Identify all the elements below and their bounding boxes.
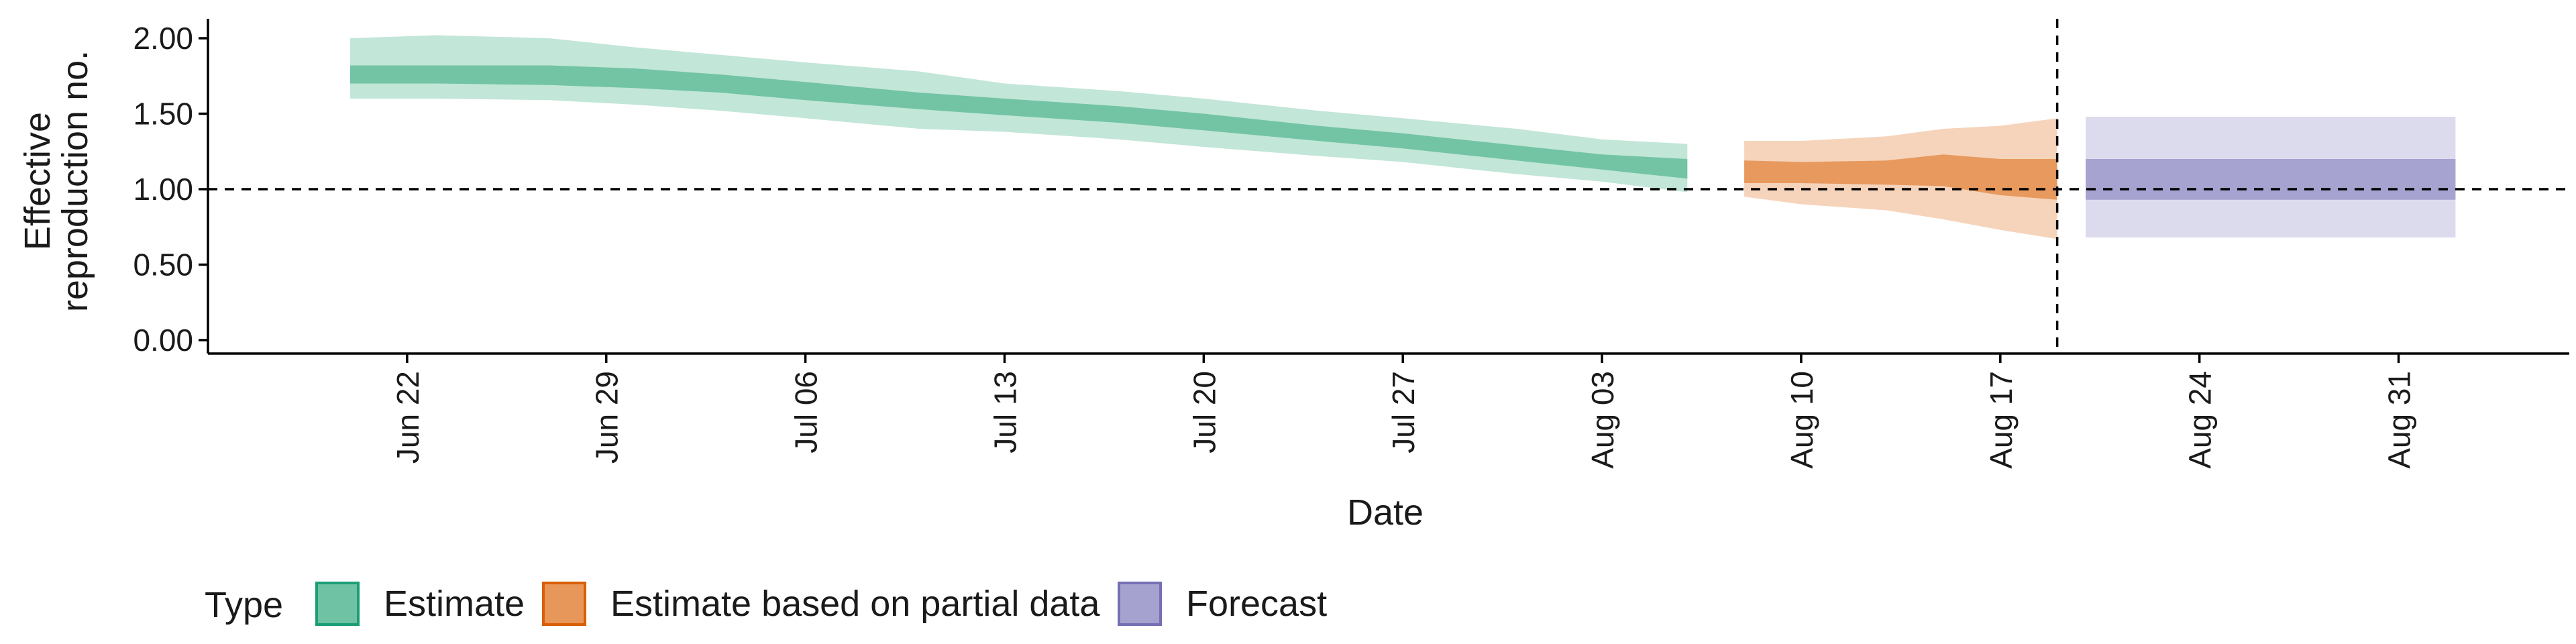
legend: Type Estimate Estimate based on partial d… xyxy=(205,582,1327,626)
x-tick-label: Jul 13 xyxy=(988,371,1023,453)
axes: 0.00 0.50 1.00 1.50 2.00 Jun 22 Jun 29 Jul 06 Ju… xyxy=(133,19,2569,469)
y-tick-label: 2.00 xyxy=(133,21,193,56)
x-tick-label: Jul 27 xyxy=(1386,371,1421,453)
y-axis-title: Effective reproduction no. xyxy=(17,50,95,312)
y-tick-label: 1.00 xyxy=(133,172,193,207)
y-tick-label: 0.00 xyxy=(133,323,193,358)
legend-label-estimate-based-on-partial-data: Estimate based on partial data xyxy=(610,584,1100,624)
legend-title: Type xyxy=(205,585,283,625)
x-tick-label: Aug 03 xyxy=(1585,371,1620,469)
legend-label-forecast: Forecast xyxy=(1186,584,1327,624)
estimate-inner-band xyxy=(350,65,1688,179)
y-tick-label: 0.50 xyxy=(133,248,193,282)
y-tick-label: 1.50 xyxy=(133,97,193,131)
forecast-inner-band xyxy=(2086,159,2456,200)
x-tick-label: Jun 22 xyxy=(390,371,425,464)
x-tick-label: Aug 17 xyxy=(1984,371,2019,469)
x-tick-label: Jul 20 xyxy=(1187,371,1222,453)
x-axis-title: Date xyxy=(1347,492,1424,533)
x-tick-label: Aug 31 xyxy=(2382,371,2417,469)
x-tick-label: Aug 24 xyxy=(2183,371,2218,469)
legend-swatch-estimate xyxy=(315,582,360,626)
uncertainty-bands xyxy=(350,35,2456,239)
reference-lines xyxy=(208,19,2569,354)
x-tick-label: Jul 06 xyxy=(789,371,824,453)
legend-swatch-estimate-based-on-partial-data xyxy=(542,582,586,626)
y-axis-title-line1: Effective xyxy=(17,112,58,250)
legend-label-estimate: Estimate xyxy=(384,584,525,624)
x-tick-label: Jun 29 xyxy=(590,371,625,464)
estimate-based-on-partial-data-inner-band xyxy=(1744,154,2057,200)
x-tick-label: Aug 10 xyxy=(1784,371,1819,469)
legend-swatch-forecast xyxy=(1118,582,1162,626)
y-axis-title-line2: reproduction no. xyxy=(55,50,95,312)
